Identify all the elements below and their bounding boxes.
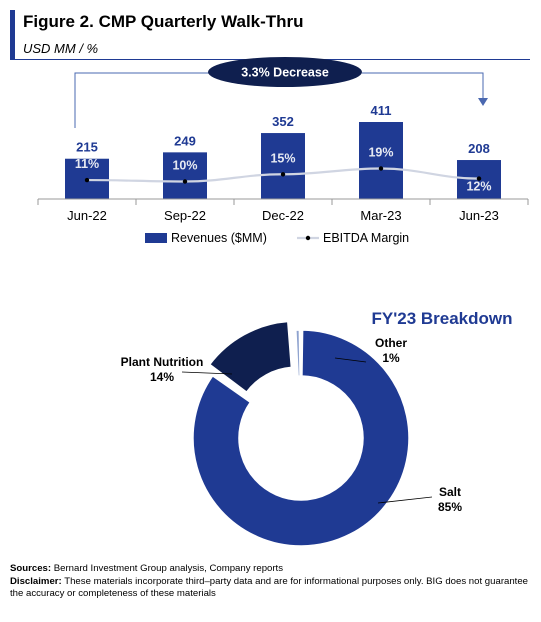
sources-label: Sources:	[10, 563, 52, 574]
chart-legend: Revenues ($MM) EBITDA Margin	[145, 231, 409, 245]
margin-value-label: 12%	[466, 180, 491, 194]
donut-label-plant-nutrition: Plant Nutrition 14%	[121, 355, 204, 384]
donut-label-salt: Salt 85%	[438, 485, 462, 514]
margin-value-label: 11%	[75, 157, 99, 171]
revenue-bar	[261, 133, 305, 199]
revenue-value-label: 249	[174, 133, 196, 148]
x-axis-label: Dec-22	[262, 208, 304, 223]
donut-label-other: Other 1%	[375, 336, 407, 365]
margin-value-label: 19%	[368, 146, 393, 160]
annotation-pill	[208, 57, 362, 87]
slice-name-other: Other	[375, 336, 407, 350]
margin-point	[476, 176, 482, 181]
annotation-text: 3.3% Decrease	[241, 66, 329, 80]
legend-marker-margin	[305, 235, 311, 241]
x-axis-labels: Jun-22 Sep-22 Dec-22 Mar-23 Jun-23	[67, 208, 499, 223]
x-axis-label: Sep-22	[164, 208, 206, 223]
leader-plant-nutrition	[181, 371, 233, 375]
margin-value-label: 15%	[270, 151, 295, 165]
disclaimer-label: Disclaimer:	[10, 576, 62, 587]
margin-point	[182, 179, 188, 184]
donut-title: FY'23 Breakdown	[371, 309, 512, 328]
margin-point	[84, 177, 90, 183]
slice-name-plant-nutrition: Plant Nutrition	[121, 355, 204, 369]
annotation-bracket-left	[74, 72, 209, 128]
donut-leader-lines	[181, 357, 433, 504]
figure-title: Figure 2. CMP Quarterly Walk-Thru	[23, 12, 304, 31]
x-axis-label: Jun-22	[67, 208, 107, 223]
revenue-value-label: 208	[468, 141, 490, 156]
x-axis-label: Jun-23	[459, 208, 499, 223]
margin-markers	[84, 166, 482, 184]
leader-other	[334, 357, 367, 363]
slice-pct-salt: 85%	[438, 500, 462, 514]
legend-label-revenues: Revenues ($MM)	[171, 231, 267, 245]
donut-slice-salt	[192, 329, 410, 547]
footnotes: Sources: Bernard Investment Group analys…	[10, 563, 535, 601]
annotation-bracket-right	[362, 72, 484, 98]
sources-line: Sources: Bernard Investment Group analys…	[10, 563, 535, 575]
figure-subtitle: USD MM / %	[23, 41, 99, 56]
revenue-bar	[359, 122, 403, 199]
revenue-value-label: 352	[272, 114, 294, 129]
slice-name-salt: Salt	[439, 485, 461, 499]
donut-slice-plant-nutrition	[208, 320, 293, 394]
margin-point	[378, 166, 384, 171]
x-axis-label: Mar-23	[360, 208, 401, 223]
slice-pct-other: 1%	[382, 351, 400, 365]
donut-slices	[192, 320, 410, 547]
revenue-bar	[163, 152, 207, 199]
x-axis-ticks	[37, 199, 529, 205]
figure-title-bar: Figure 2. CMP Quarterly Walk-Thru	[10, 10, 530, 38]
disclaimer-line: Disclaimer: These materials incorporate …	[10, 576, 535, 600]
quarterly-bar-chart: 3.3% Decrease 215 249 352 411 208 11% 10% 15% 19…	[37, 57, 529, 245]
legend-label-margin: EBITDA Margin	[323, 231, 409, 245]
margin-value-label: 10%	[172, 159, 197, 173]
revenue-value-label: 411	[371, 103, 392, 118]
annotation-arrow-head	[478, 98, 488, 106]
revenue-value-label: 215	[76, 140, 98, 155]
leader-salt	[377, 496, 433, 504]
slice-pct-plant-nutrition: 14%	[150, 370, 174, 384]
donut-slice-other	[295, 329, 301, 377]
fy23-donut-chart: FY'23 Breakdown Plant Nutrition 14% Othe…	[121, 309, 513, 547]
legend-swatch-revenues	[145, 233, 167, 243]
chart-labels: 215 249 352 411 208 11% 10% 15% 19% 12%	[75, 103, 492, 194]
decrease-annotation: 3.3% Decrease	[74, 57, 488, 128]
margin-point	[280, 172, 286, 177]
disclaimer-text: These materials incorporate third–party …	[10, 576, 529, 599]
sources-text: Bernard Investment Group analysis, Compa…	[53, 563, 284, 574]
